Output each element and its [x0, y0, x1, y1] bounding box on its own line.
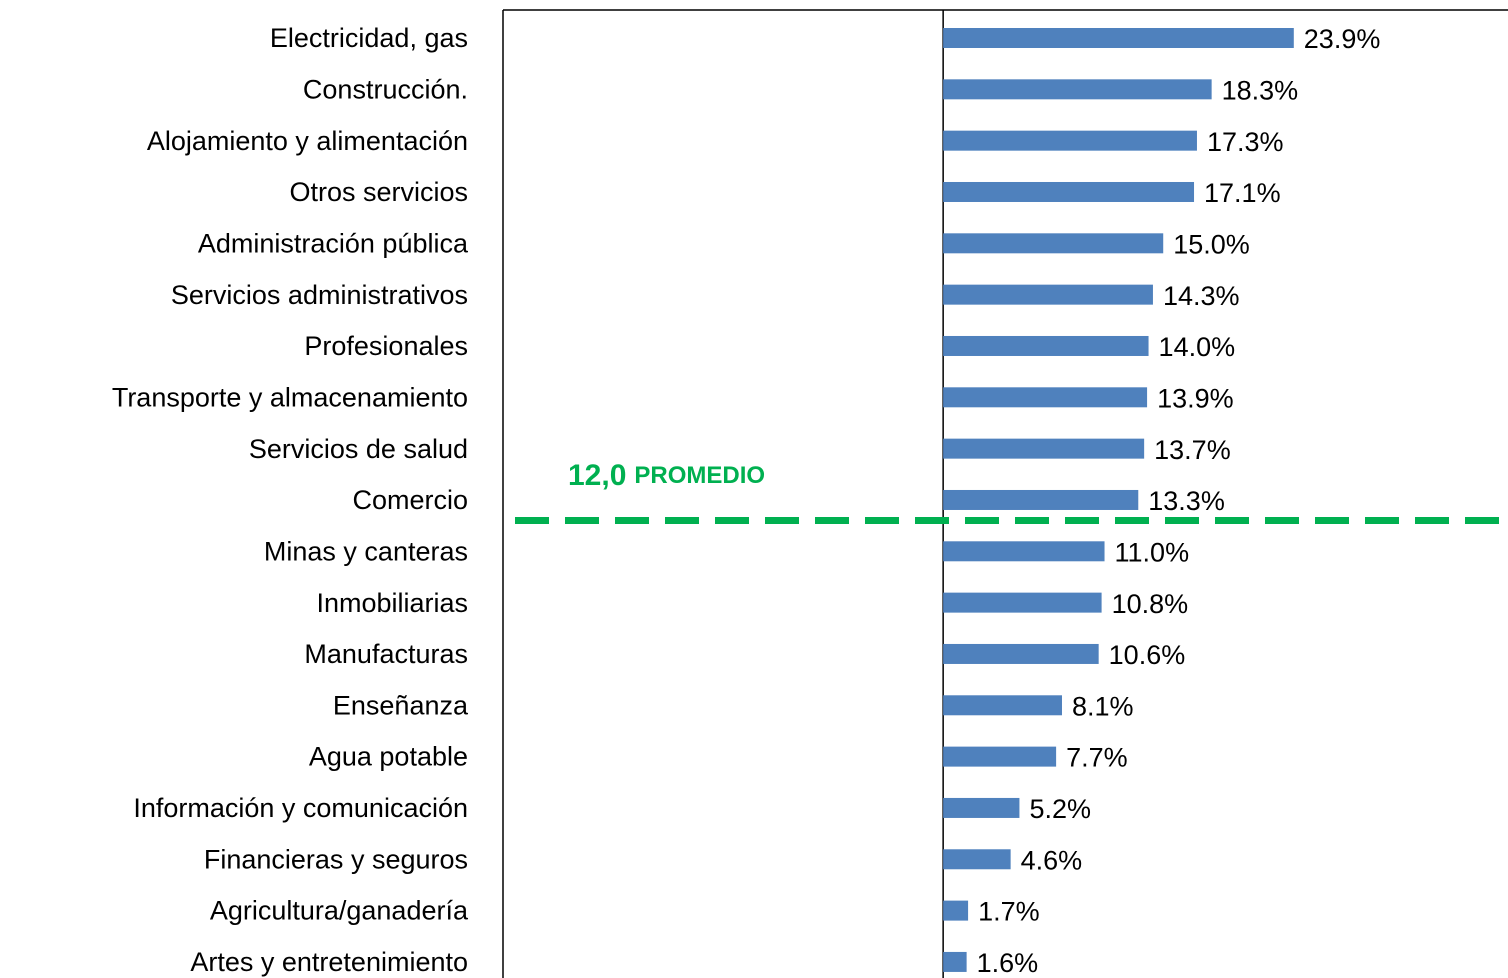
bar: [943, 28, 1294, 48]
bar: [943, 849, 1011, 870]
y-tick-label: Minas y canteras: [264, 536, 468, 566]
bar: [943, 797, 1020, 818]
value-label: 7.7%: [1066, 743, 1128, 773]
value-label: 13.9%: [1157, 383, 1234, 413]
bar: [943, 900, 969, 921]
y-tick-label: Electricidad, gas: [270, 23, 468, 53]
value-label: 10.6%: [1109, 640, 1186, 670]
annotation-label: PROMEDIO: [634, 462, 765, 489]
value-label: 17.3%: [1207, 127, 1284, 157]
value-label: 1.6%: [977, 948, 1039, 978]
y-tick-label: Construcción.: [303, 74, 468, 104]
value-label: 23.9%: [1304, 24, 1381, 54]
value-label: 17.1%: [1204, 178, 1281, 208]
annotation-value: 12,0: [568, 459, 626, 492]
y-tick-label: Inmobiliarias: [316, 588, 468, 618]
y-tick-label: Otros servicios: [289, 177, 468, 207]
y-tick-label: Financieras y seguros: [204, 844, 468, 874]
value-label: 15.0%: [1173, 229, 1250, 259]
annotation: 12,0 PROMEDIO: [568, 459, 765, 492]
y-tick-label: Administración pública: [198, 228, 469, 258]
y-tick-label: Alojamiento y alimentación: [147, 126, 468, 156]
value-label: 11.0%: [1115, 537, 1190, 567]
bar: [943, 592, 1102, 613]
bar: [943, 284, 1153, 305]
bar: [943, 233, 1164, 254]
bar: [943, 335, 1149, 356]
y-tick-label: Servicios administrativos: [171, 280, 468, 310]
bar: [943, 951, 967, 972]
y-tick-label: Agua potable: [309, 742, 468, 772]
bar: [943, 695, 1062, 716]
y-tick-label: Artes y entretenimiento: [190, 947, 468, 977]
value-label: 1.7%: [978, 897, 1040, 927]
bar: [943, 746, 1057, 767]
bar: [943, 130, 1197, 151]
y-tick-label: Agricultura/ganadería: [210, 896, 469, 926]
y-tick-label: Servicios de salud: [249, 434, 468, 464]
bar: [943, 387, 1148, 408]
y-tick-label: Información y comunicación: [133, 793, 468, 823]
value-label: 14.0%: [1159, 332, 1236, 362]
y-tick-label: Manufacturas: [304, 639, 468, 669]
y-tick-label: Enseñanza: [333, 690, 469, 720]
y-tick-label: Transporte y almacenamiento: [112, 382, 468, 412]
bar: [943, 181, 1195, 202]
bar: [943, 79, 1212, 100]
bar: [943, 541, 1105, 562]
y-tick-label: Profesionales: [304, 331, 468, 361]
bar: [943, 489, 1139, 510]
y-tick-label: Comercio: [352, 485, 468, 515]
value-label: 5.2%: [1029, 794, 1091, 824]
value-label: 13.7%: [1154, 435, 1231, 465]
value-label: 18.3%: [1222, 75, 1299, 105]
value-label: 4.6%: [1021, 845, 1083, 875]
bar: [943, 438, 1145, 459]
value-label: 8.1%: [1072, 691, 1134, 721]
value-label: 10.8%: [1112, 589, 1189, 619]
value-label: 13.3%: [1148, 486, 1225, 516]
bar: [943, 643, 1099, 664]
value-label: 14.3%: [1163, 281, 1240, 311]
